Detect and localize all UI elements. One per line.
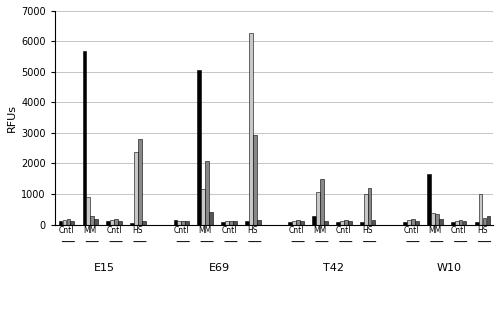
Bar <box>292 221 296 225</box>
Bar <box>435 214 438 225</box>
Bar <box>134 152 138 225</box>
Bar <box>336 222 340 225</box>
Bar <box>439 219 442 225</box>
Bar <box>479 194 482 225</box>
Bar <box>90 216 94 225</box>
Bar <box>106 221 110 225</box>
Bar <box>233 221 236 225</box>
Bar <box>344 220 348 225</box>
Bar <box>62 220 66 225</box>
Bar <box>360 222 364 225</box>
Bar <box>58 221 62 225</box>
Bar <box>348 221 352 225</box>
Bar <box>415 221 418 225</box>
Y-axis label: RFUs: RFUs <box>7 104 17 132</box>
Bar <box>364 194 368 225</box>
Bar <box>300 221 304 225</box>
Bar <box>86 197 90 225</box>
Bar <box>257 220 260 225</box>
Bar <box>296 220 300 225</box>
Bar <box>324 221 328 225</box>
Text: W10: W10 <box>436 263 461 273</box>
Bar <box>320 179 324 225</box>
Bar <box>202 189 205 225</box>
Bar <box>312 216 316 225</box>
Bar <box>174 220 178 225</box>
Bar <box>66 219 70 225</box>
Bar <box>316 192 320 225</box>
Bar <box>94 219 98 225</box>
Bar <box>178 222 181 225</box>
Bar <box>70 221 74 225</box>
Bar <box>114 219 118 225</box>
Bar <box>245 221 249 225</box>
Bar <box>229 221 233 225</box>
Bar <box>486 216 490 225</box>
Bar <box>404 222 407 225</box>
Bar <box>225 222 229 225</box>
Bar <box>372 220 376 225</box>
Bar <box>462 221 466 225</box>
Bar <box>110 220 114 225</box>
Bar <box>198 70 201 225</box>
Bar <box>130 222 134 225</box>
Bar <box>475 222 478 225</box>
Bar <box>455 221 458 225</box>
Bar <box>431 213 435 225</box>
Bar <box>186 221 189 225</box>
Bar <box>142 221 146 225</box>
Bar <box>82 51 86 225</box>
Bar <box>249 33 253 225</box>
Text: E69: E69 <box>208 263 230 273</box>
Bar <box>451 222 454 225</box>
Bar <box>411 219 415 225</box>
Bar <box>407 220 411 225</box>
Bar <box>182 221 185 225</box>
Bar <box>288 222 292 225</box>
Bar <box>459 220 462 225</box>
Bar <box>427 175 431 225</box>
Bar <box>368 188 372 225</box>
Bar <box>253 135 256 225</box>
Text: E15: E15 <box>94 263 114 273</box>
Text: T42: T42 <box>324 263 344 273</box>
Bar <box>205 161 209 225</box>
Bar <box>118 221 122 225</box>
Bar <box>222 222 225 225</box>
Bar <box>209 212 213 225</box>
Bar <box>482 218 486 225</box>
Bar <box>138 139 142 225</box>
Bar <box>340 221 344 225</box>
